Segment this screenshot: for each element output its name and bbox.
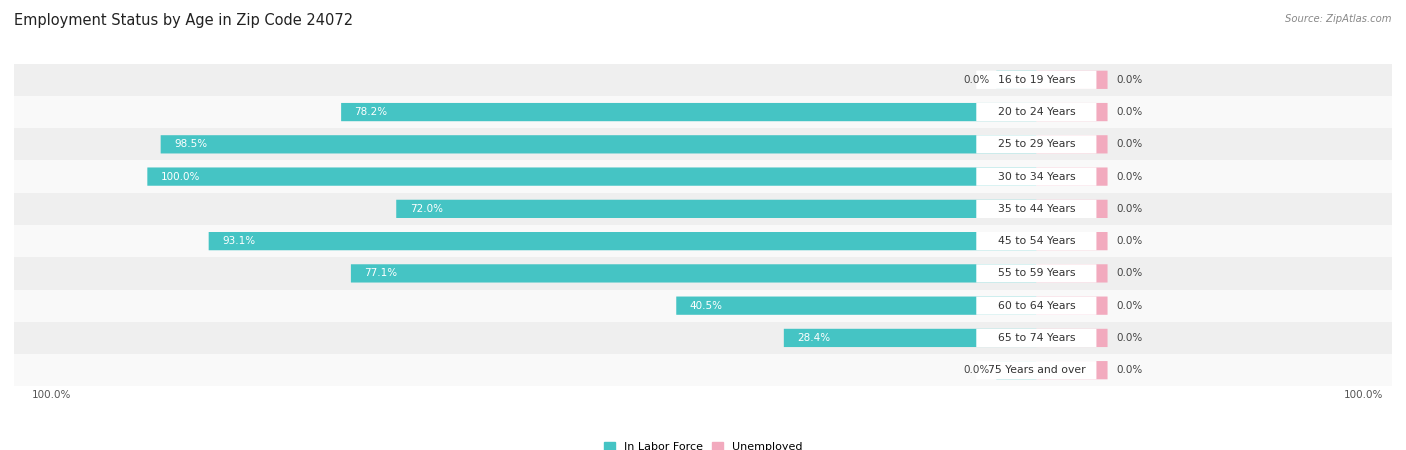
Text: 0.0%: 0.0% <box>1116 236 1143 246</box>
Text: 16 to 19 Years: 16 to 19 Years <box>998 75 1076 85</box>
FancyBboxPatch shape <box>976 103 1097 121</box>
FancyBboxPatch shape <box>976 200 1097 218</box>
FancyBboxPatch shape <box>997 71 1036 89</box>
FancyBboxPatch shape <box>1036 135 1108 153</box>
FancyBboxPatch shape <box>1036 361 1108 379</box>
FancyBboxPatch shape <box>1036 71 1108 89</box>
Bar <box>14 322 1392 354</box>
Bar <box>14 96 1392 128</box>
FancyBboxPatch shape <box>208 232 1036 250</box>
Text: 0.0%: 0.0% <box>1116 171 1143 182</box>
FancyBboxPatch shape <box>976 361 1097 379</box>
Text: 93.1%: 93.1% <box>222 236 256 246</box>
FancyBboxPatch shape <box>352 264 1036 283</box>
Text: 30 to 34 Years: 30 to 34 Years <box>997 171 1076 182</box>
FancyBboxPatch shape <box>976 71 1097 89</box>
FancyBboxPatch shape <box>342 103 1036 121</box>
Text: 78.2%: 78.2% <box>354 107 388 117</box>
Text: 65 to 74 Years: 65 to 74 Years <box>998 333 1076 343</box>
Text: 28.4%: 28.4% <box>797 333 831 343</box>
Text: 0.0%: 0.0% <box>963 365 990 375</box>
Text: 72.0%: 72.0% <box>409 204 443 214</box>
Text: 0.0%: 0.0% <box>1116 301 1143 310</box>
Text: 98.5%: 98.5% <box>174 140 207 149</box>
Text: 77.1%: 77.1% <box>364 268 398 279</box>
Bar <box>14 193 1392 225</box>
Bar <box>14 128 1392 161</box>
Text: Employment Status by Age in Zip Code 24072: Employment Status by Age in Zip Code 240… <box>14 14 353 28</box>
FancyBboxPatch shape <box>676 297 1036 315</box>
FancyBboxPatch shape <box>976 329 1097 347</box>
FancyBboxPatch shape <box>160 135 1036 153</box>
Text: 100.0%: 100.0% <box>160 171 200 182</box>
Text: 20 to 24 Years: 20 to 24 Years <box>997 107 1076 117</box>
FancyBboxPatch shape <box>1036 200 1108 218</box>
Text: 0.0%: 0.0% <box>1116 75 1143 85</box>
Text: 100.0%: 100.0% <box>1344 390 1384 400</box>
FancyBboxPatch shape <box>1036 329 1108 347</box>
Text: 0.0%: 0.0% <box>1116 107 1143 117</box>
FancyBboxPatch shape <box>976 297 1097 315</box>
FancyBboxPatch shape <box>148 167 1036 186</box>
FancyBboxPatch shape <box>783 329 1036 347</box>
Text: 100.0%: 100.0% <box>32 390 72 400</box>
Text: 0.0%: 0.0% <box>1116 268 1143 279</box>
Bar <box>14 161 1392 193</box>
Text: 25 to 29 Years: 25 to 29 Years <box>998 140 1076 149</box>
FancyBboxPatch shape <box>1036 232 1108 250</box>
FancyBboxPatch shape <box>976 264 1097 283</box>
Text: 75 Years and over: 75 Years and over <box>987 365 1085 375</box>
Text: 0.0%: 0.0% <box>1116 333 1143 343</box>
FancyBboxPatch shape <box>997 361 1036 379</box>
Text: Source: ZipAtlas.com: Source: ZipAtlas.com <box>1285 14 1392 23</box>
FancyBboxPatch shape <box>976 232 1097 250</box>
FancyBboxPatch shape <box>976 167 1097 186</box>
Text: 0.0%: 0.0% <box>1116 204 1143 214</box>
Text: 35 to 44 Years: 35 to 44 Years <box>998 204 1076 214</box>
Bar <box>14 289 1392 322</box>
Bar <box>14 225 1392 257</box>
Text: 0.0%: 0.0% <box>963 75 990 85</box>
FancyBboxPatch shape <box>396 200 1036 218</box>
Text: 45 to 54 Years: 45 to 54 Years <box>998 236 1076 246</box>
FancyBboxPatch shape <box>1036 167 1108 186</box>
FancyBboxPatch shape <box>976 135 1097 153</box>
Text: 55 to 59 Years: 55 to 59 Years <box>998 268 1076 279</box>
Text: 60 to 64 Years: 60 to 64 Years <box>997 301 1076 310</box>
Bar <box>14 64 1392 96</box>
Text: 0.0%: 0.0% <box>1116 140 1143 149</box>
Bar <box>14 257 1392 289</box>
FancyBboxPatch shape <box>1036 297 1108 315</box>
Text: 0.0%: 0.0% <box>1116 365 1143 375</box>
FancyBboxPatch shape <box>1036 264 1108 283</box>
FancyBboxPatch shape <box>1036 103 1108 121</box>
Text: 40.5%: 40.5% <box>690 301 723 310</box>
Bar <box>14 354 1392 386</box>
Legend: In Labor Force, Unemployed: In Labor Force, Unemployed <box>603 442 803 450</box>
